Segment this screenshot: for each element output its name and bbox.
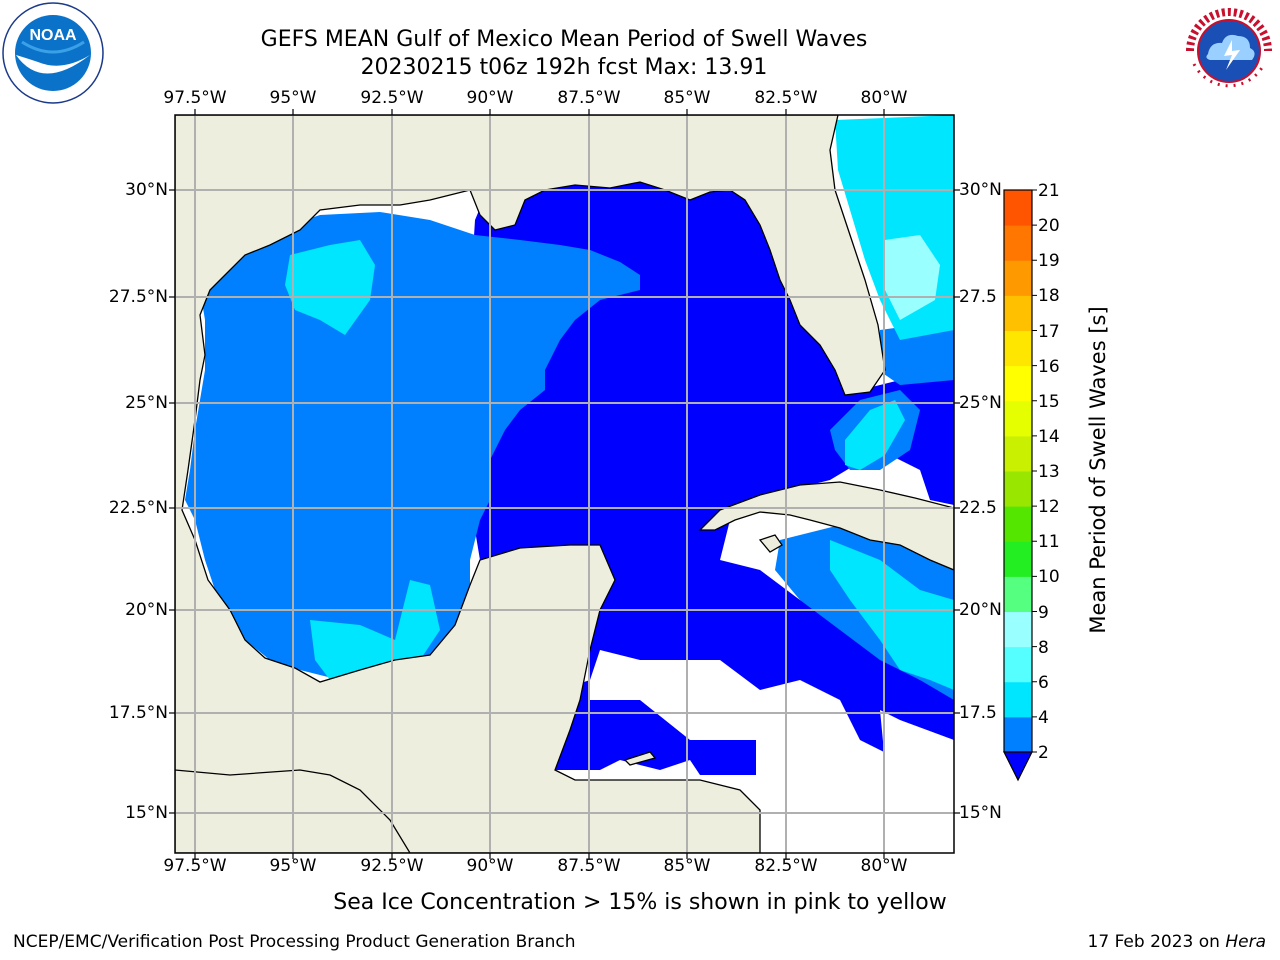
colorbar-tick-label: 20 bbox=[1038, 216, 1060, 237]
colorbar-tick-label: 19 bbox=[1038, 251, 1060, 272]
colorbar-segment bbox=[1004, 260, 1032, 296]
footer-machine: Hera bbox=[1225, 932, 1266, 952]
map-title: GEFS MEAN Gulf of Mexico Mean Period of … bbox=[260, 27, 868, 52]
period-zone-4-6-tx bbox=[285, 240, 375, 335]
colorbar-title: Mean Period of Swell Waves [s] bbox=[1086, 306, 1110, 634]
colorbar-segment bbox=[1004, 576, 1032, 612]
lon-tick-top: 85°W bbox=[663, 88, 711, 108]
colorbar-segment bbox=[1004, 190, 1032, 226]
colorbar-tick-label: 13 bbox=[1038, 462, 1060, 482]
colorbar-tick-label: 9 bbox=[1038, 602, 1049, 623]
lat-tick-left: 27.5°N bbox=[108, 287, 168, 307]
colorbar-tick-label: 15 bbox=[1038, 391, 1060, 412]
footer-credit: NCEP/EMC/Verification Post Processing Pr… bbox=[13, 932, 576, 952]
land-masses bbox=[175, 115, 954, 853]
period-zone-8-9 bbox=[885, 235, 940, 320]
period-zone-4-6-caribbean bbox=[830, 540, 954, 690]
lat-tick-left: 30°N bbox=[125, 180, 168, 200]
lat-tick-left: 25°N bbox=[125, 393, 168, 413]
lat-tick-right: 17.5 bbox=[959, 703, 997, 723]
lat-tick-right: 22.5 bbox=[959, 498, 997, 518]
lat-tick-right: 20°N bbox=[959, 600, 1002, 620]
colorbar-extend-min bbox=[1003, 751, 1033, 782]
period-zone-4-6-campeche bbox=[310, 580, 440, 680]
colorbar-tick-label: 17 bbox=[1038, 321, 1060, 342]
colorbar-tick-label: 16 bbox=[1038, 356, 1060, 377]
lat-tick-right: 27.5 bbox=[959, 287, 997, 307]
colorbar-tick-label: 11 bbox=[1038, 532, 1060, 553]
lat-tick-left: 17.5°N bbox=[108, 703, 168, 723]
colorbar-tick-label: 8 bbox=[1038, 637, 1049, 658]
lon-tick-bottom: 95°W bbox=[269, 856, 317, 876]
lat-tick-right: 15°N bbox=[959, 803, 1002, 823]
lon-tick-bottom: 90°W bbox=[466, 856, 514, 876]
colorbar-tick-label: 10 bbox=[1038, 567, 1060, 588]
colorbar-segment bbox=[1004, 225, 1032, 261]
colorbar-tick-label: 14 bbox=[1038, 426, 1060, 447]
colorbar-tick-label: 21 bbox=[1038, 181, 1060, 201]
lat-tick-right: 30°N bbox=[959, 180, 1002, 200]
colorbar-segment bbox=[1004, 295, 1032, 331]
lon-tick-bottom: 92.5°W bbox=[360, 856, 424, 876]
colorbar-segment bbox=[1004, 400, 1032, 437]
map-subtitle: 20230215 t06z 192h fcst Max: 13.91 bbox=[360, 55, 768, 80]
colorbar-segment bbox=[1004, 506, 1032, 542]
lon-tick-bottom: 85°W bbox=[663, 856, 711, 876]
colorbar-segment bbox=[1004, 330, 1032, 367]
lon-tick-bottom: 80°W bbox=[860, 856, 908, 876]
period-zone-4-6-keys bbox=[845, 400, 905, 470]
footer-date: 17 Feb 2023 on Hera bbox=[1087, 932, 1266, 952]
colorbar-segment bbox=[1004, 681, 1032, 718]
period-zone-2-4-atlantic bbox=[878, 320, 954, 385]
colorbar-segment bbox=[1004, 611, 1032, 648]
lon-tick-top: 87.5°W bbox=[557, 88, 621, 108]
lat-tick-right: 25°N bbox=[959, 393, 1002, 413]
colorbar-segment bbox=[1004, 435, 1032, 472]
sea-ice-note: Sea Ice Concentration > 15% is shown in … bbox=[333, 890, 947, 915]
lon-tick-top: 90°W bbox=[466, 88, 514, 108]
lat-tick-left: 20°N bbox=[125, 600, 168, 620]
land-cuba bbox=[698, 481, 954, 571]
colorbar-tick-label: 2 bbox=[1038, 743, 1049, 763]
lon-tick-top: 80°W bbox=[860, 88, 908, 108]
tick-marks bbox=[169, 109, 960, 859]
colorbar-tick-label: 18 bbox=[1038, 286, 1060, 307]
colorbar-segment bbox=[1004, 471, 1032, 507]
land-isla-juventud bbox=[758, 534, 783, 553]
map-frame bbox=[174, 114, 955, 854]
noaa-logo-icon: NOAA bbox=[2, 2, 104, 104]
lon-tick-top: 95°W bbox=[269, 88, 317, 108]
colorbar-tick-label: 12 bbox=[1038, 497, 1060, 518]
colorbar-segment bbox=[1004, 716, 1032, 753]
nws-logo-icon bbox=[1182, 4, 1276, 98]
colorbar-segment bbox=[1004, 541, 1032, 577]
colorbar bbox=[1003, 189, 1037, 782]
lon-tick-top: 92.5°W bbox=[360, 88, 424, 108]
lon-tick-bottom: 97.5°W bbox=[163, 856, 227, 876]
lat-tick-left: 15°N bbox=[125, 803, 168, 823]
lon-tick-top: 97.5°W bbox=[163, 88, 227, 108]
land-yucatan-islands bbox=[623, 751, 657, 766]
lon-tick-bottom: 82.5°W bbox=[754, 856, 818, 876]
lon-tick-bottom: 87.5°W bbox=[557, 856, 621, 876]
colorbar-tick-label: 6 bbox=[1038, 672, 1049, 693]
graticule bbox=[175, 115, 954, 853]
land-north-america bbox=[175, 115, 886, 853]
lat-tick-left: 22.5°N bbox=[108, 498, 168, 518]
lon-tick-top: 82.5°W bbox=[754, 88, 818, 108]
colorbar-tick-label: 4 bbox=[1038, 707, 1049, 728]
svg-text:NOAA: NOAA bbox=[29, 27, 77, 44]
colorbar-segment bbox=[1004, 365, 1032, 402]
colorbar-segment bbox=[1004, 646, 1032, 683]
period-zone-2-4 bbox=[185, 212, 640, 680]
